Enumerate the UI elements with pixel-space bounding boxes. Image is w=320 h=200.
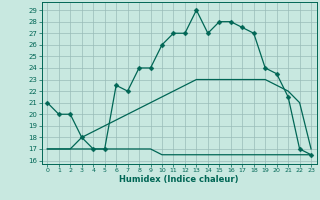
X-axis label: Humidex (Indice chaleur): Humidex (Indice chaleur) — [119, 175, 239, 184]
